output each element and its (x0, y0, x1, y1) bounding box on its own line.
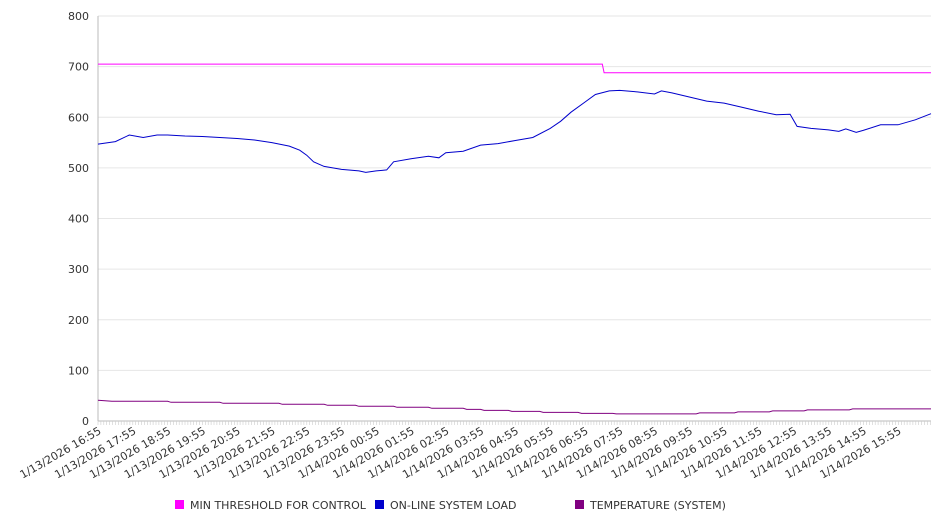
legend-swatch (575, 500, 584, 509)
legend-label: TEMPERATURE (SYSTEM) (589, 499, 726, 512)
y-tick-label: 0 (82, 415, 89, 428)
series-line-2 (97, 399, 931, 415)
y-tick-label: 500 (68, 162, 89, 175)
y-tick-label: 400 (68, 213, 89, 226)
y-tick-label: 800 (68, 10, 89, 23)
y-tick-label: 100 (68, 364, 89, 377)
y-tick-label: 200 (68, 314, 89, 327)
y-tick-label: 300 (68, 263, 89, 276)
series-line-0 (98, 63, 931, 74)
series-line-1 (97, 89, 932, 173)
y-tick-label: 700 (68, 61, 89, 74)
legend-swatch (375, 500, 384, 509)
legend-label: ON-LINE SYSTEM LOAD (390, 499, 516, 512)
legend-swatch (175, 500, 184, 509)
y-tick-label: 600 (68, 111, 89, 124)
legend-label: MIN THRESHOLD FOR CONTROL (190, 499, 367, 512)
